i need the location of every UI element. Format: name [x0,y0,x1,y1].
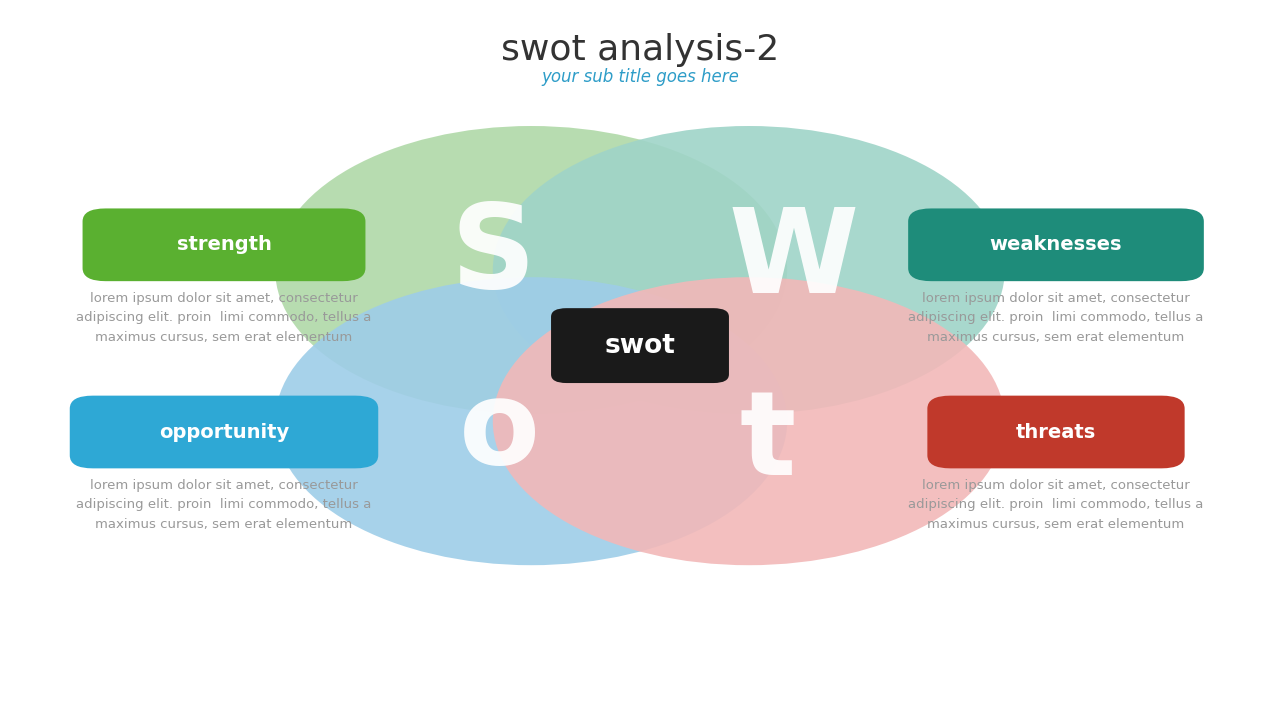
Circle shape [275,126,787,414]
Text: t: t [740,385,796,500]
Text: opportunity: opportunity [159,423,289,441]
FancyBboxPatch shape [550,308,730,383]
Text: lorem ipsum dolor sit amet, consectetur
adipiscing elit. proin  limi commodo, te: lorem ipsum dolor sit amet, consectetur … [77,292,371,343]
Text: S: S [451,198,535,313]
Text: lorem ipsum dolor sit amet, consectetur
adipiscing elit. proin  limi commodo, te: lorem ipsum dolor sit amet, consectetur … [77,479,371,531]
Text: threats: threats [1016,423,1096,441]
Text: weaknesses: weaknesses [989,235,1123,254]
Text: lorem ipsum dolor sit amet, consectetur
adipiscing elit. proin  limi commodo, te: lorem ipsum dolor sit amet, consectetur … [909,479,1203,531]
Text: strength: strength [177,235,271,254]
Text: lorem ipsum dolor sit amet, consectetur
adipiscing elit. proin  limi commodo, te: lorem ipsum dolor sit amet, consectetur … [909,292,1203,343]
Text: swot analysis-2: swot analysis-2 [500,33,780,68]
Text: your sub title goes here: your sub title goes here [541,68,739,86]
FancyBboxPatch shape [82,209,366,281]
Text: W: W [728,203,859,318]
FancyBboxPatch shape [69,396,379,468]
FancyBboxPatch shape [908,209,1203,281]
FancyBboxPatch shape [927,396,1185,468]
Circle shape [493,277,1005,565]
Circle shape [493,126,1005,414]
Circle shape [275,277,787,565]
Text: swot: swot [604,333,676,359]
Text: o: o [458,374,540,490]
